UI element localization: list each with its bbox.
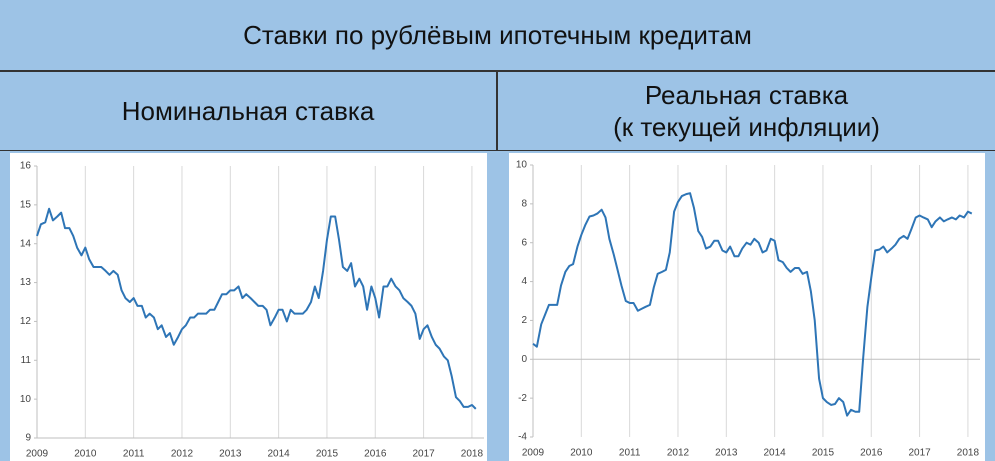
divider <box>0 70 995 72</box>
x-tick-label: 2015 <box>812 448 835 459</box>
x-tick-label: 2014 <box>763 448 786 459</box>
y-tick-label: 12 <box>20 316 32 327</box>
y-tick-label: -2 <box>518 393 527 404</box>
x-tick-label: 2013 <box>715 448 738 459</box>
x-tick-label: 2017 <box>908 448 931 459</box>
y-tick-label: 4 <box>521 276 527 287</box>
y-tick-label: 10 <box>20 394 32 405</box>
panel-title: Номинальная ставка <box>121 96 375 126</box>
chart-panel <box>10 153 487 461</box>
line-series <box>532 192 973 417</box>
y-tick-label: 6 <box>521 237 527 248</box>
y-tick-label: 14 <box>20 238 32 249</box>
x-tick-label: 2010 <box>74 449 97 460</box>
y-tick-label: 9 <box>25 433 31 444</box>
x-tick-label: 2013 <box>219 449 242 460</box>
x-tick-label: 2009 <box>26 449 49 460</box>
y-tick-label: 10 <box>516 160 528 171</box>
y-tick-label: -4 <box>518 432 527 443</box>
y-tick-label: 16 <box>20 161 32 172</box>
x-tick-label: 2018 <box>957 448 980 459</box>
y-tick-label: 2 <box>521 315 527 326</box>
line-series <box>36 207 477 410</box>
x-tick-label: 2010 <box>570 448 593 459</box>
x-tick-label: 2012 <box>667 448 690 459</box>
x-tick-label: 2015 <box>316 449 339 460</box>
x-tick-label: 2011 <box>123 449 145 460</box>
y-tick-label: 11 <box>21 355 32 366</box>
divider <box>0 150 995 151</box>
slide-title: Ставки по рублёвым ипотечным кредитам <box>243 19 752 50</box>
x-tick-label: 2018 <box>461 449 484 460</box>
y-tick-label: 8 <box>521 198 527 209</box>
y-tick-label: 0 <box>521 354 527 365</box>
x-tick-label: 2009 <box>522 448 545 459</box>
panel-title: Реальная ставка (к текущей инфляции) <box>613 80 880 142</box>
chart-panel <box>509 153 985 461</box>
x-tick-label: 2012 <box>171 449 194 460</box>
y-tick-label: 15 <box>20 199 32 210</box>
x-tick-label: 2014 <box>267 449 290 460</box>
x-tick-label: 2017 <box>412 449 435 460</box>
x-tick-label: 2016 <box>364 449 387 460</box>
x-tick-label: 2016 <box>860 448 883 459</box>
y-tick-label: 13 <box>20 277 32 288</box>
divider <box>496 72 498 150</box>
x-tick-label: 2011 <box>619 448 641 459</box>
